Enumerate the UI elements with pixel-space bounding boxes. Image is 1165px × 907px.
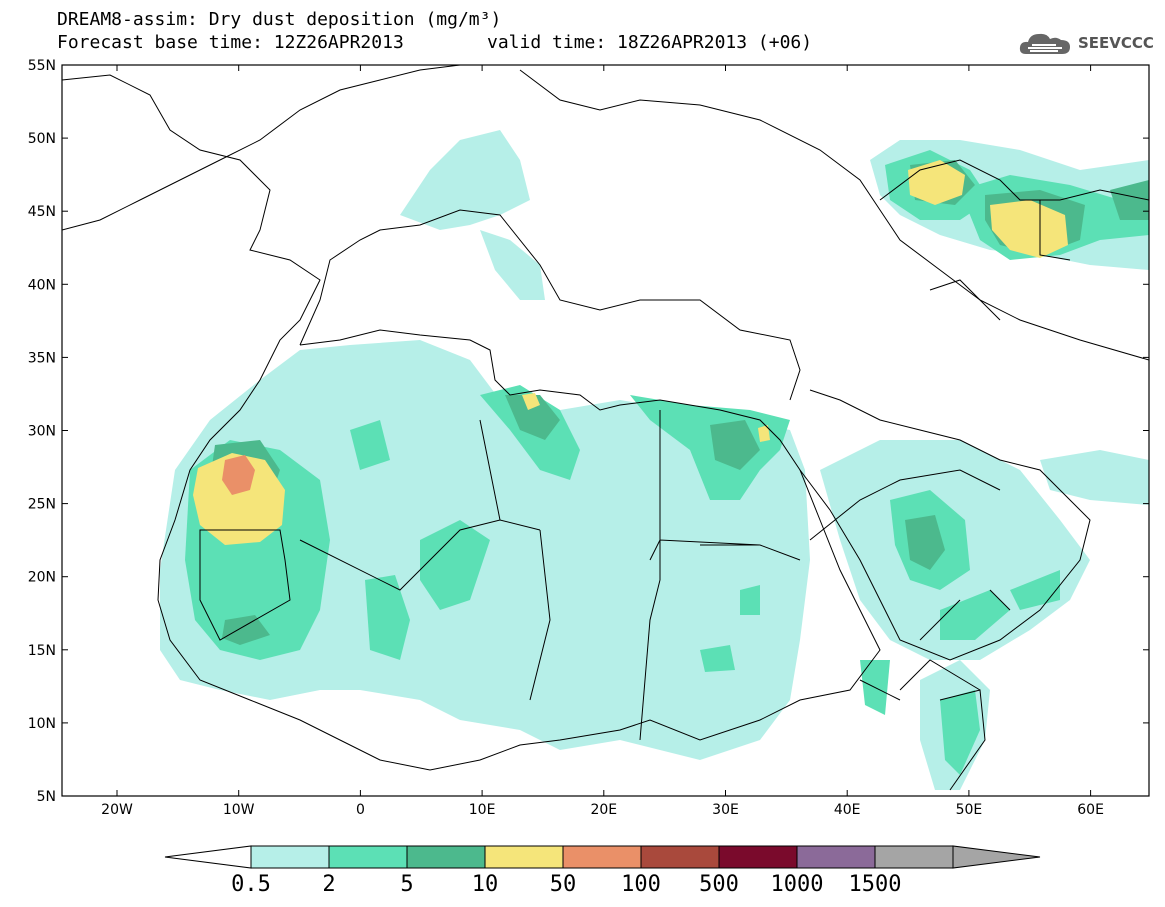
- legend-swatch: [328, 845, 408, 869]
- legend-swatch: [640, 845, 720, 869]
- level-50-areas: [222, 455, 255, 495]
- legend-swatch: [406, 845, 486, 869]
- lat-label: 30N: [28, 424, 56, 440]
- legend-swatch: [484, 845, 564, 869]
- lat-label: 40N: [28, 277, 56, 293]
- legend-level-label: 5: [400, 872, 414, 897]
- legend-high-arrow: [952, 845, 1041, 869]
- level-10-areas: [193, 160, 1068, 545]
- legend-level-label: 500: [699, 872, 739, 897]
- legend-level-label: 1000: [770, 872, 824, 897]
- lon-label: 0: [356, 802, 365, 818]
- valid-time: valid time: 18Z26APR2013 (+06): [487, 32, 813, 53]
- legend-level-label: 0.5: [231, 872, 271, 897]
- legend-level-label: 1500: [848, 872, 902, 897]
- coastlines-and-borders: [62, 65, 1149, 791]
- legend-level-label: 100: [621, 872, 661, 897]
- lat-label: 20N: [28, 570, 56, 586]
- lon-label: 20E: [590, 802, 617, 818]
- legend-low-arrow: [164, 845, 252, 869]
- legend-swatch: [874, 845, 954, 869]
- color-legend: [164, 845, 1041, 869]
- map-title: DREAM8-assim: Dry dust deposition (mg/m³…: [57, 9, 502, 30]
- lat-label: 55N: [28, 58, 56, 74]
- lat-label: 10N: [28, 716, 56, 732]
- lat-label: 50N: [28, 131, 56, 147]
- cloud-logo-icon: [1019, 33, 1070, 54]
- lon-label: 60E: [1077, 802, 1104, 818]
- seevccc-logo: SEEVCCC: [1018, 28, 1154, 58]
- lat-label: 35N: [28, 350, 56, 366]
- legend-swatch: [796, 845, 876, 869]
- lon-label: 30E: [712, 802, 739, 818]
- lon-label: 40E: [834, 802, 861, 818]
- lat-label: 5N: [37, 789, 56, 805]
- legend-swatch: [718, 845, 798, 869]
- legend-level-label: 50: [549, 872, 577, 897]
- lat-label: 25N: [28, 497, 56, 513]
- lat-label: 45N: [28, 204, 56, 220]
- longitude-axis: 20W 10W 0 10E 20E 30E 40E 50E 60E: [101, 65, 1104, 818]
- lon-label: 10E: [469, 802, 496, 818]
- lon-label: 50E: [956, 802, 983, 818]
- lon-label: 10W: [223, 802, 255, 818]
- legend-swatch: [562, 845, 642, 869]
- logo-text: SEEVCCC: [1078, 34, 1154, 52]
- legend-level-label: 10: [471, 872, 499, 897]
- legend-level-label: 2: [322, 872, 336, 897]
- lat-label: 15N: [28, 643, 56, 659]
- legend-swatch: [250, 845, 330, 869]
- lon-label: 20W: [101, 802, 133, 818]
- latitude-axis: 55N 50N 45N 40N 35N 30N 25N 20N 15N 10N 5N: [28, 58, 1149, 805]
- forecast-base-time: Forecast base time: 12Z26APR2013: [57, 32, 404, 53]
